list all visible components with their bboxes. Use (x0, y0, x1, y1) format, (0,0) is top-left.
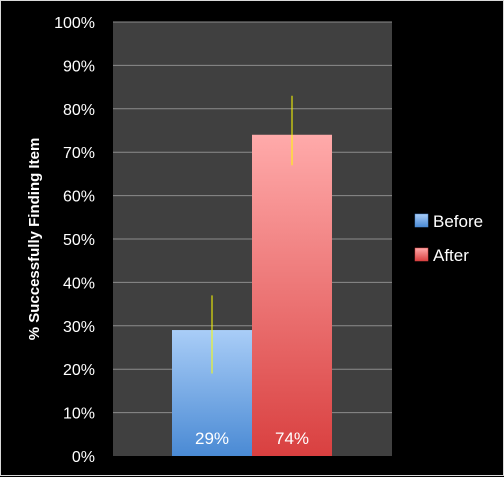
y-tick-labels: 0% 10% 20% 30% 40% 50% 60% 70% 80% 90% 100% (54, 15, 95, 466)
y-tick-label: 80% (63, 102, 95, 119)
y-tick-label: 0% (72, 449, 95, 466)
y-tick-label: 10% (63, 406, 95, 423)
legend-label-after: After (433, 246, 469, 265)
legend-label-before: Before (433, 212, 483, 231)
y-tick-label: 40% (63, 275, 95, 292)
y-tick-label: 70% (63, 145, 95, 162)
data-label-after: 74% (275, 429, 309, 448)
y-tick-label: 30% (63, 319, 95, 336)
legend-swatch-after (414, 247, 429, 262)
legend: Before After (414, 212, 483, 265)
y-tick-label: 20% (63, 362, 95, 379)
y-tick-label: 90% (63, 58, 95, 75)
bars (172, 134, 332, 456)
y-axis-title: % Successfully Finding Item (26, 138, 43, 341)
data-label-before: 29% (195, 429, 229, 448)
y-tick-label: 60% (63, 189, 95, 206)
error-bars (211, 95, 293, 374)
bar-after (252, 134, 332, 456)
legend-swatch-before (414, 213, 429, 228)
y-tick-label: 100% (54, 15, 95, 32)
y-tick-label: 50% (63, 232, 95, 249)
data-labels: 29% 74% (195, 429, 309, 448)
